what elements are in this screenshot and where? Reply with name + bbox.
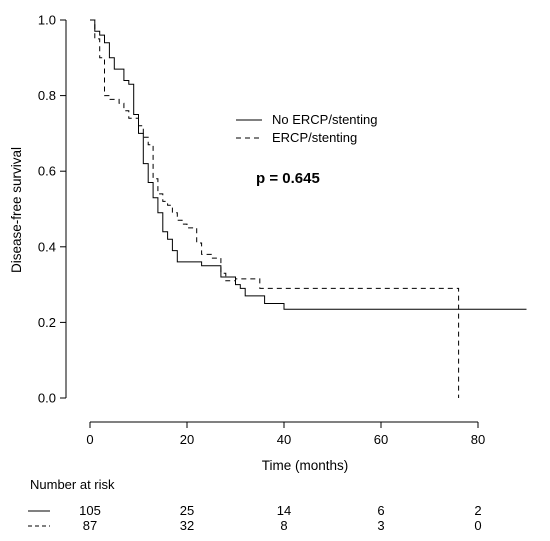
x-tick-label: 40: [277, 432, 291, 447]
risk-count: 32: [180, 518, 194, 533]
risk-count: 8: [280, 518, 287, 533]
survival-curves: [90, 19, 527, 398]
legend: No ERCP/stenting ERCP/stenting: [236, 112, 378, 145]
risk-table: 105 25 14 6 2 87 32 8 3 0: [28, 503, 482, 533]
y-tick-label: 0.8: [38, 88, 56, 103]
y-tick-label: 0.4: [38, 239, 56, 254]
y-tick-label: 0.6: [38, 164, 56, 179]
risk-count: 2: [474, 503, 481, 518]
survival-curve-no-ercp: [90, 19, 527, 310]
risk-count: 6: [377, 503, 384, 518]
x-tick-label: 0: [86, 432, 93, 447]
legend-label-no-ercp: No ERCP/stenting: [272, 112, 378, 127]
risk-table-title: Number at risk: [30, 477, 115, 492]
y-axis-title: Disease-free survival: [9, 147, 24, 273]
x-tick-label: 60: [374, 432, 388, 447]
x-tick-label: 20: [180, 432, 194, 447]
axes: 0.0 0.2 0.4 0.6 0.8 1.0 0 20 40 60 80: [38, 13, 485, 448]
survival-curve-ercp: [90, 19, 460, 398]
risk-count: 87: [83, 518, 97, 533]
risk-count: 25: [180, 503, 194, 518]
p-value-annotation: p = 0.645: [256, 170, 320, 187]
y-tick-label: 1.0: [38, 13, 56, 28]
risk-count: 105: [79, 503, 101, 518]
risk-count: 14: [277, 503, 291, 518]
legend-label-ercp: ERCP/stenting: [272, 130, 357, 145]
y-tick-label: 0.0: [38, 391, 56, 406]
y-tick-label: 0.2: [38, 315, 56, 330]
x-tick-label: 80: [471, 432, 485, 447]
risk-count: 3: [377, 518, 384, 533]
risk-count: 0: [474, 518, 481, 533]
x-axis-title: Time (months): [262, 458, 349, 473]
